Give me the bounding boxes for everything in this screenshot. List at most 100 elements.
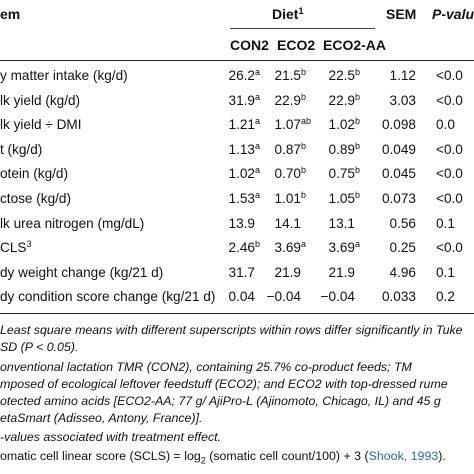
footnote-1b: SD (P < 0.05).: [0, 340, 79, 354]
cell-pvalue: <0.0: [436, 240, 463, 255]
cell-eco2aa: 21.9: [329, 264, 366, 281]
cell-sem: 0.073: [381, 191, 416, 206]
header-rule: [0, 60, 474, 61]
cell-pvalue: 0.1: [436, 265, 455, 280]
cell-value: 0.87: [274, 142, 301, 157]
row-label: ctose (kg/d): [0, 190, 71, 207]
row-label: dy weight change (kg/21 d): [0, 264, 163, 281]
cell-eco2: 0.70b: [274, 165, 307, 182]
cell-eco2: 21.9: [275, 264, 312, 281]
cell-con2: 26.2a: [228, 67, 261, 84]
cell-pvalue: <0.0: [436, 142, 463, 157]
cell-value: 1.01: [274, 191, 301, 206]
cell-sem: 0.045: [381, 166, 416, 181]
cell-value: −0.04: [320, 289, 355, 304]
footnote-4: omatic cell linear score (SCLS) = log2 (…: [0, 448, 474, 469]
row-label-sup: 3: [26, 239, 32, 249]
cell-value: 1.13: [228, 142, 255, 157]
row-label-text: dy condition score change (kg/21 d): [0, 289, 216, 304]
cell-pvalue: 0.1: [436, 216, 455, 231]
cell-value: 13.1: [328, 216, 355, 231]
row-label: t (kg/d): [0, 141, 42, 158]
cell-value: 0.75: [328, 166, 355, 181]
row-label: CLS3: [0, 239, 31, 256]
cell-value: 21.9: [328, 265, 355, 280]
cell-value: 14.1: [274, 216, 301, 231]
footnote-1: Least square means with different supers…: [0, 323, 463, 337]
cell-sem: 1.12: [389, 68, 416, 83]
table-bottom-rule: [0, 313, 474, 314]
footnote-2: onventional lactation TMR (CON2), contai…: [0, 360, 412, 374]
header-eco2: ECO2: [277, 37, 316, 53]
cell-eco2: 1.07ab: [274, 116, 312, 133]
diet-sup: 1: [298, 6, 304, 16]
cell-eco2aa: −0.04: [321, 288, 366, 305]
cell-value: 3.69: [328, 240, 355, 255]
footnote-2d: etaSmart (Adisseo, Antony, France)].: [0, 411, 203, 425]
cell-pvalue: <0.0: [436, 68, 463, 83]
cell-eco2: 3.69a: [274, 239, 307, 256]
cell-value: 21.5: [274, 68, 301, 83]
cell-eco2: −0.04: [267, 288, 312, 305]
cell-pvalue: <0.0: [436, 93, 463, 108]
header-con2: CON2: [230, 37, 269, 53]
cell-value: 22.5: [328, 68, 355, 83]
cell-sem: 3.03: [389, 93, 416, 108]
cell-value: 22.9: [328, 93, 355, 108]
cell-value: 1.02: [328, 117, 355, 132]
row-label: lk urea nitrogen (mg/dL): [0, 215, 144, 232]
footnote-2c: otected amino acids [ECO2-AA; 77 g/ AjiP…: [0, 394, 441, 408]
cell-eco2: 14.1: [275, 215, 312, 232]
row-label-text: y matter intake (kg/d): [0, 68, 128, 83]
footnote-4-sub: 2: [200, 455, 206, 466]
cell-sem: 0.56: [389, 216, 416, 231]
cell-value: 0.89: [328, 142, 355, 157]
cell-eco2aa: 13.1: [329, 215, 366, 232]
cell-eco2aa: 1.02b: [328, 116, 361, 133]
footnote-4-text: omatic cell linear score (SCLS) = log: [0, 449, 201, 463]
cell-sem: 4.96: [389, 265, 416, 280]
cell-con2: 31.9a: [228, 92, 261, 109]
row-label: lk yield (kg/d): [0, 92, 80, 109]
cell-eco2aa: 0.75b: [328, 165, 361, 182]
cell-con2: 31.7: [229, 264, 266, 281]
row-label-text: CLS: [0, 240, 27, 255]
cell-sem: 0.098: [381, 117, 416, 132]
row-label-text: lk yield (kg/d): [0, 93, 81, 108]
row-label: lk yield ÷ DMI: [0, 116, 81, 133]
cell-value: 0.70: [274, 166, 301, 181]
cell-eco2aa: 1.05b: [328, 190, 361, 207]
cell-value: 1.07: [274, 117, 301, 132]
header-eco2aa: ECO2-AA: [323, 37, 387, 53]
cell-con2: 13.9: [229, 215, 266, 232]
footnote-4-end: ).: [438, 449, 446, 463]
header-item: em: [0, 6, 21, 22]
cell-eco2: 21.5b: [274, 67, 307, 84]
cell-sem: 0.25: [389, 240, 416, 255]
row-label-text: lk urea nitrogen (mg/dL): [0, 216, 145, 231]
cell-eco2aa: 3.69a: [328, 239, 361, 256]
cell-value: 31.7: [228, 265, 255, 280]
cell-value: −0.04: [266, 289, 301, 304]
cell-value: 31.9: [228, 93, 255, 108]
cell-value: 2.46: [228, 240, 255, 255]
cell-pvalue: <0.0: [436, 166, 463, 181]
row-label-text: dy weight change (kg/21 d): [0, 265, 164, 280]
footnote-2b: mposed of ecological leftover feedstuff …: [0, 377, 448, 391]
cell-con2: 1.21a: [228, 116, 261, 133]
cell-con2: 1.13a: [228, 141, 261, 158]
diet-underline: [230, 28, 375, 29]
footnote-4-citation[interactable]: Shook, 1993: [368, 449, 439, 463]
cell-sem: 0.049: [381, 142, 416, 157]
cell-pvalue: <0.0: [436, 191, 463, 206]
row-label: dy condition score change (kg/21 d): [0, 288, 215, 305]
row-label-text: lk yield ÷ DMI: [0, 117, 82, 132]
cell-value: 1.05: [328, 191, 355, 206]
diet-label: Diet: [272, 6, 299, 22]
cell-value: 13.9: [228, 216, 255, 231]
row-label: y matter intake (kg/d): [0, 67, 128, 84]
cell-value: 22.9: [274, 93, 301, 108]
cell-eco2aa: 22.5b: [328, 67, 361, 84]
cell-eco2: 1.01b: [274, 190, 307, 207]
cell-pvalue: 0.0: [436, 117, 455, 132]
